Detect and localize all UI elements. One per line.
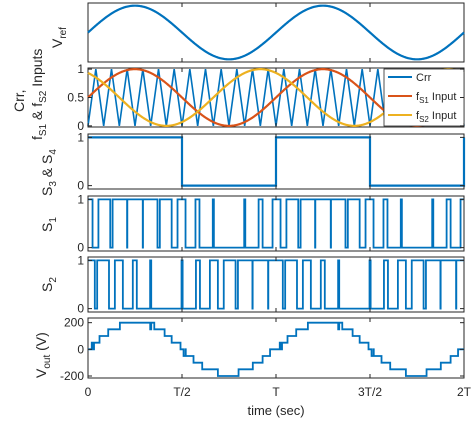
legend-fs1-label: fS1 Input [416, 91, 456, 105]
s2-ytick-label: 1 [77, 253, 84, 267]
carrier-ytick-label: 1 [77, 62, 84, 76]
vout-ytick-label: 200 [64, 316, 84, 330]
x-tick-label: 0 [85, 385, 92, 399]
x-axis-label: time (sec) [247, 403, 304, 418]
panel-s1-frame [87, 195, 465, 252]
s1-ytick-label: 0 [77, 241, 84, 255]
legend-fs2-label: fS2 Input [416, 110, 456, 124]
legend-crr-label: Crr [416, 72, 432, 84]
carrier-ylabel-line2: fS1 & fS2 Inputs [29, 49, 49, 140]
panel-s2: S2 [39, 256, 465, 313]
s3s4-ylabel: S3 & S4 [39, 149, 59, 196]
vout-ytick-label: 0 [77, 342, 84, 356]
carrier-ytick-label: 0 [77, 119, 84, 133]
vout-ytick-label: -200 [60, 369, 84, 383]
vout-ylabel: Vout (V) [33, 332, 53, 378]
panel-s1: S1 [39, 195, 465, 252]
panel-vout: Vout (V) [33, 317, 465, 379]
panel-vref: Vref [49, 2, 465, 63]
s1-ytick-label: 1 [77, 192, 84, 206]
carrier-ylabel-line1: Crr, [11, 89, 27, 112]
vout-series-line [88, 321, 464, 377]
legend-box [383, 68, 465, 127]
s2-ylabel: S2 [39, 277, 59, 292]
vref-series-line [87, 4, 465, 61]
panel-carrier: Crr fS1 Input fS2 Input Crr, fS1 & fS2 I… [11, 49, 465, 140]
x-tick-label: 3T/2 [358, 385, 382, 399]
s2-ytick-label: 0 [77, 302, 84, 316]
panel-s3s4: S3 & S4 [39, 133, 466, 196]
x-tick-label: 2T [457, 385, 472, 399]
x-tick-label: T [272, 385, 280, 399]
s3s4-ytick-label: 1 [77, 130, 84, 144]
carrier-ytick-label: 0.5 [67, 91, 84, 105]
carrier-legend: Crr fS1 Input fS2 Input [383, 68, 465, 127]
panel-vout-frame [87, 317, 465, 379]
s1-series-line [88, 198, 464, 249]
vref-ylabel: Vref [49, 27, 69, 48]
s3s4-ytick-label: 0 [77, 179, 84, 193]
s1-ylabel: S1 [39, 217, 59, 232]
x-tick-label: T/2 [173, 385, 191, 399]
panel-s2-frame [87, 256, 465, 313]
